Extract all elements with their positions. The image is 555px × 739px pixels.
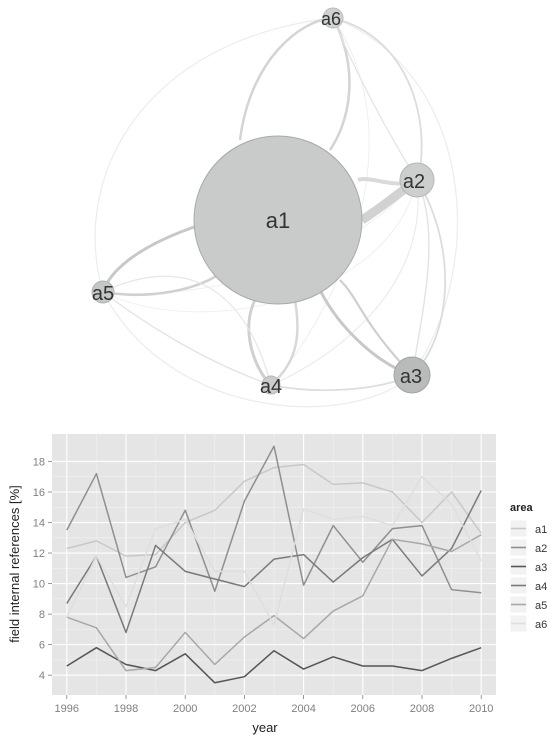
x-tick-label: 2006 — [351, 703, 375, 715]
y-axis-label: field internal references [%] — [7, 485, 22, 643]
node-label-a3: a3 — [400, 366, 422, 388]
x-tick-label: 1998 — [114, 703, 138, 715]
node-label-a6: a6 — [321, 9, 341, 29]
edge-a2-a6 — [332, 17, 418, 181]
y-tick-label: 18 — [33, 456, 45, 468]
edge-a5-a3 — [102, 291, 413, 408]
legend-title: area — [510, 502, 534, 514]
legend-label-a5: a5 — [535, 600, 547, 612]
x-axis-label: year — [252, 720, 278, 735]
edge-a6-a5 — [94, 17, 334, 293]
edge-a5-a4 — [102, 275, 272, 386]
edge-a2-a4 — [270, 179, 419, 386]
series-lines — [66, 445, 482, 684]
edge-a6-a3 — [332, 17, 458, 376]
edge-a6-a2 — [332, 17, 423, 181]
network-diagram: a1 a2 a3 a4 a5 a6 — [91, 7, 458, 408]
edge-a4-a5 — [102, 291, 272, 386]
y-axis: 4 6 8 10 12 14 16 18 — [33, 456, 52, 682]
y-tick-label: 10 — [33, 579, 45, 591]
node-label-a1: a1 — [266, 208, 290, 233]
x-tick-label: 2004 — [291, 703, 315, 715]
edge-a3-a2 — [411, 179, 430, 376]
node-label-a2: a2 — [403, 171, 425, 193]
edge-a1-a3 — [318, 289, 413, 377]
edge-a3-a1 — [339, 279, 413, 376]
y-tick-label: 16 — [33, 487, 45, 499]
y-tick-label: 4 — [39, 670, 45, 682]
node-a6 — [322, 7, 344, 29]
series-line-a2 — [66, 445, 482, 594]
node-label-a4: a4 — [260, 376, 282, 398]
node-a4 — [261, 375, 281, 395]
x-tick-label: 2000 — [173, 703, 197, 715]
legend-label-a2: a2 — [535, 543, 547, 555]
node-a2 — [399, 162, 435, 198]
series-line-a1 — [66, 463, 482, 557]
node-label-a5: a5 — [92, 283, 114, 305]
y-tick-label: 8 — [39, 609, 45, 621]
series-line-a6 — [66, 475, 482, 626]
series-line-a5 — [66, 534, 482, 672]
y-tick-label: 6 — [39, 640, 45, 652]
edge-a4-a1 — [270, 299, 299, 386]
edge-a6-a1 — [328, 17, 351, 151]
node-a5 — [91, 280, 115, 304]
node-a3 — [393, 356, 431, 394]
legend-label-a3: a3 — [535, 562, 547, 574]
x-tick-label: 2002 — [232, 703, 256, 715]
legend: area a1 a2 a3 a4 a5 a6 — [509, 502, 547, 633]
network-nodes — [91, 7, 435, 395]
edge-a2-a3 — [411, 179, 447, 376]
x-tick-label: 2010 — [469, 703, 493, 715]
gridlines — [52, 434, 496, 695]
series-line-a3 — [66, 646, 482, 684]
edge-a1-a5 — [101, 223, 201, 293]
legend-label-a6: a6 — [535, 619, 547, 631]
legend-label-a1: a1 — [535, 524, 547, 536]
y-tick-label: 14 — [33, 518, 45, 530]
x-tick-label: 2008 — [410, 703, 434, 715]
edge-a5-a1 — [102, 269, 226, 296]
x-axis: 1996 1998 2000 2002 2004 2006 2008 2010 — [55, 695, 493, 715]
legend-label-a4: a4 — [535, 581, 547, 593]
edge-a1-a6 — [238, 16, 334, 141]
x-tick-label: 1996 — [55, 703, 79, 715]
line-chart: 1996 1998 2000 2002 2004 2006 2008 2010 4 6 8 10 12… — [7, 434, 547, 735]
edge-a4-a3 — [270, 374, 413, 392]
series-line-a4 — [66, 490, 482, 634]
y-tick-label: 12 — [33, 548, 45, 560]
node-a1 — [193, 135, 363, 305]
